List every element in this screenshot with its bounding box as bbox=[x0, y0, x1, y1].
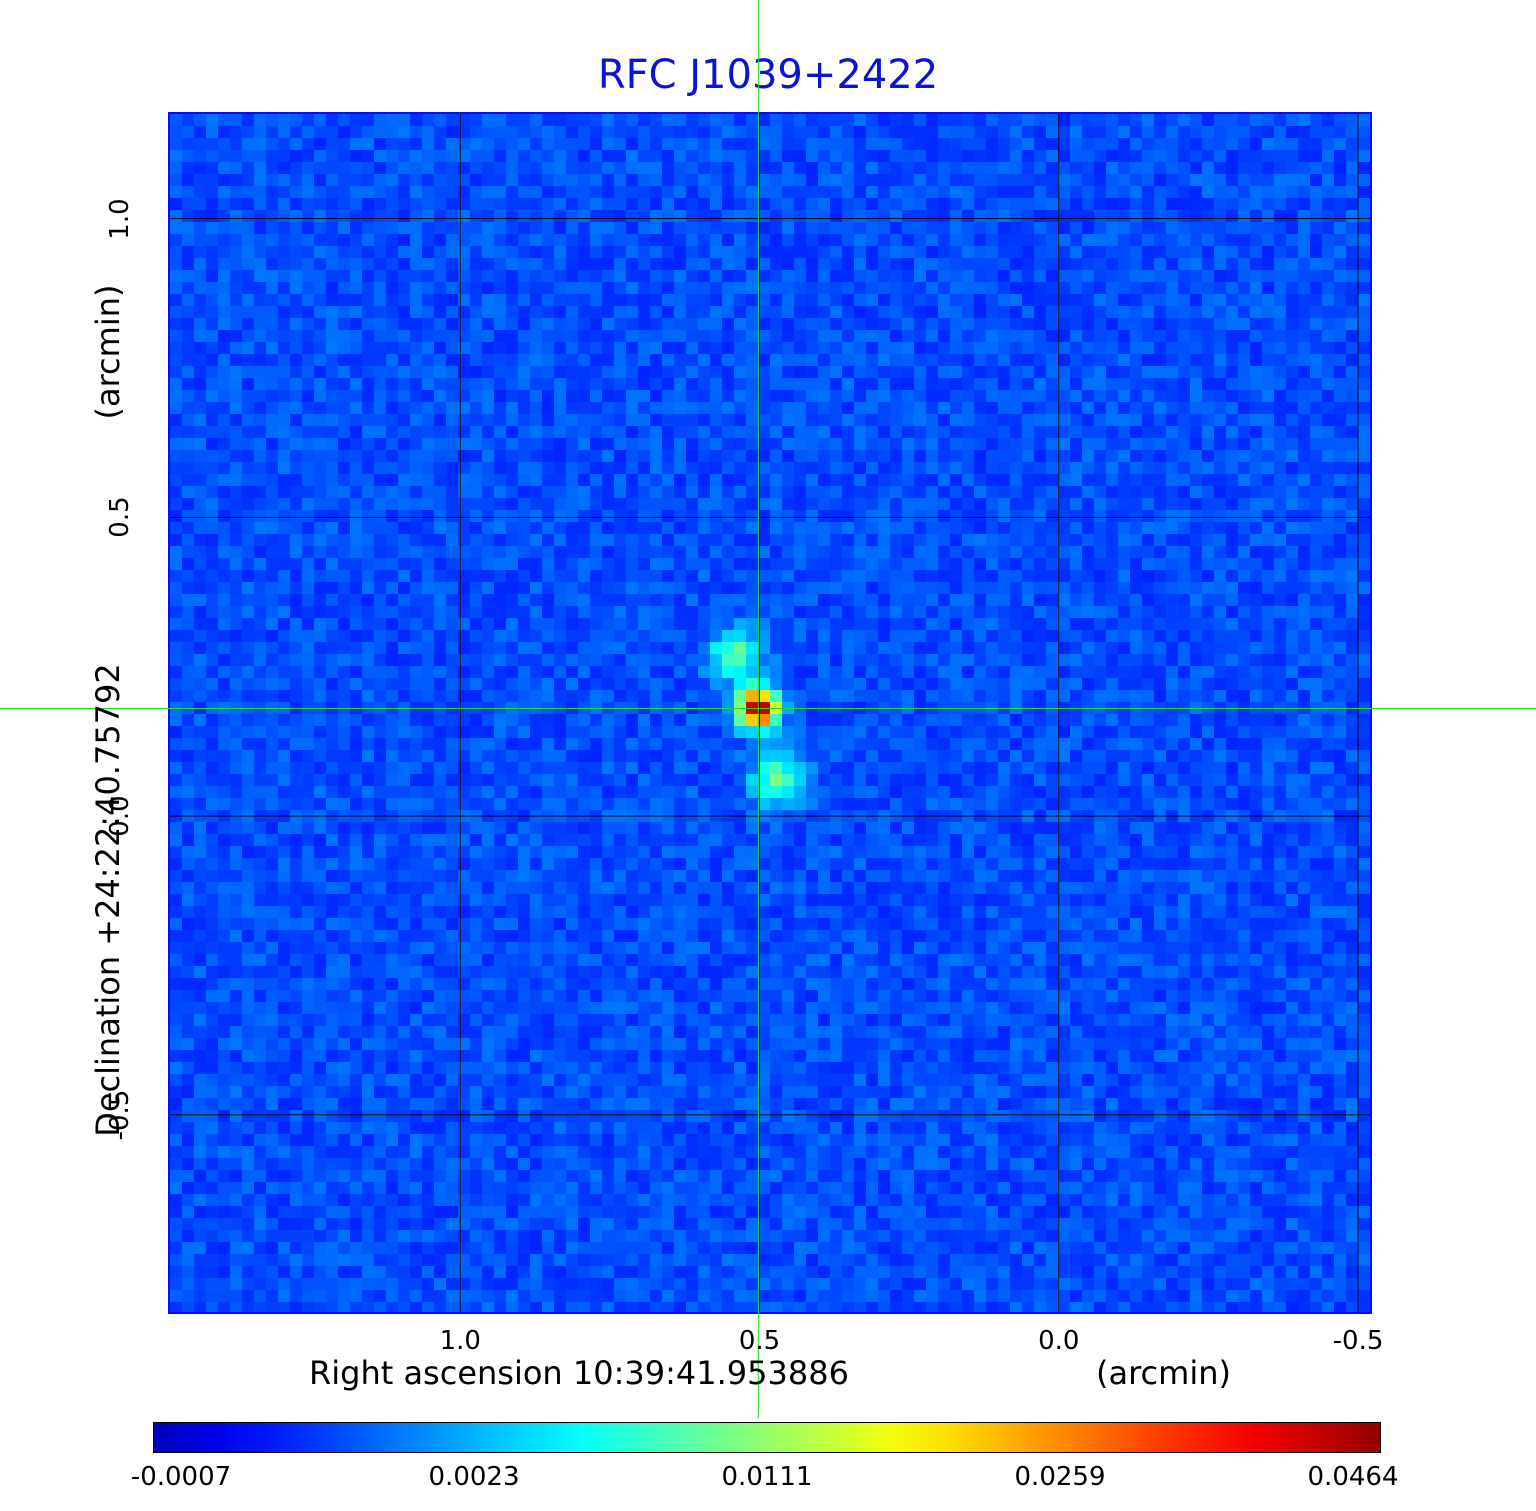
y-axis-unit: (arcmin) bbox=[89, 284, 127, 420]
x-tick-label: 1.0 bbox=[439, 1326, 481, 1356]
x-axis-label: Right ascension 10:39:41.953886 bbox=[309, 1354, 849, 1392]
chart-title: RFC J1039+2422 bbox=[597, 52, 939, 98]
colorbar-tick-label: -0.0007 bbox=[130, 1462, 232, 1492]
colorbar-tick-label: 0.0111 bbox=[721, 1462, 813, 1492]
colorbar-tick-label: 0.0259 bbox=[1014, 1462, 1106, 1492]
x-axis-unit: (arcmin) bbox=[1096, 1354, 1231, 1392]
colorbar-tick-label: 0.0023 bbox=[428, 1462, 520, 1492]
colorbar-tick-label: 0.0464 bbox=[1307, 1462, 1399, 1492]
y-tick-label: 0.5 bbox=[105, 496, 135, 538]
y-axis-label: Declination +24:22:40.75792 bbox=[89, 663, 127, 1137]
y-tick-label: 1.0 bbox=[105, 197, 135, 240]
x-tick-label: 0.0 bbox=[1038, 1326, 1080, 1356]
x-tick-label: -0.5 bbox=[1332, 1326, 1384, 1356]
sky-map-plot-area bbox=[168, 112, 1372, 1314]
colorbar bbox=[153, 1422, 1381, 1453]
x-tick-label: 0.5 bbox=[738, 1326, 781, 1356]
intensity-map bbox=[170, 114, 1370, 1312]
